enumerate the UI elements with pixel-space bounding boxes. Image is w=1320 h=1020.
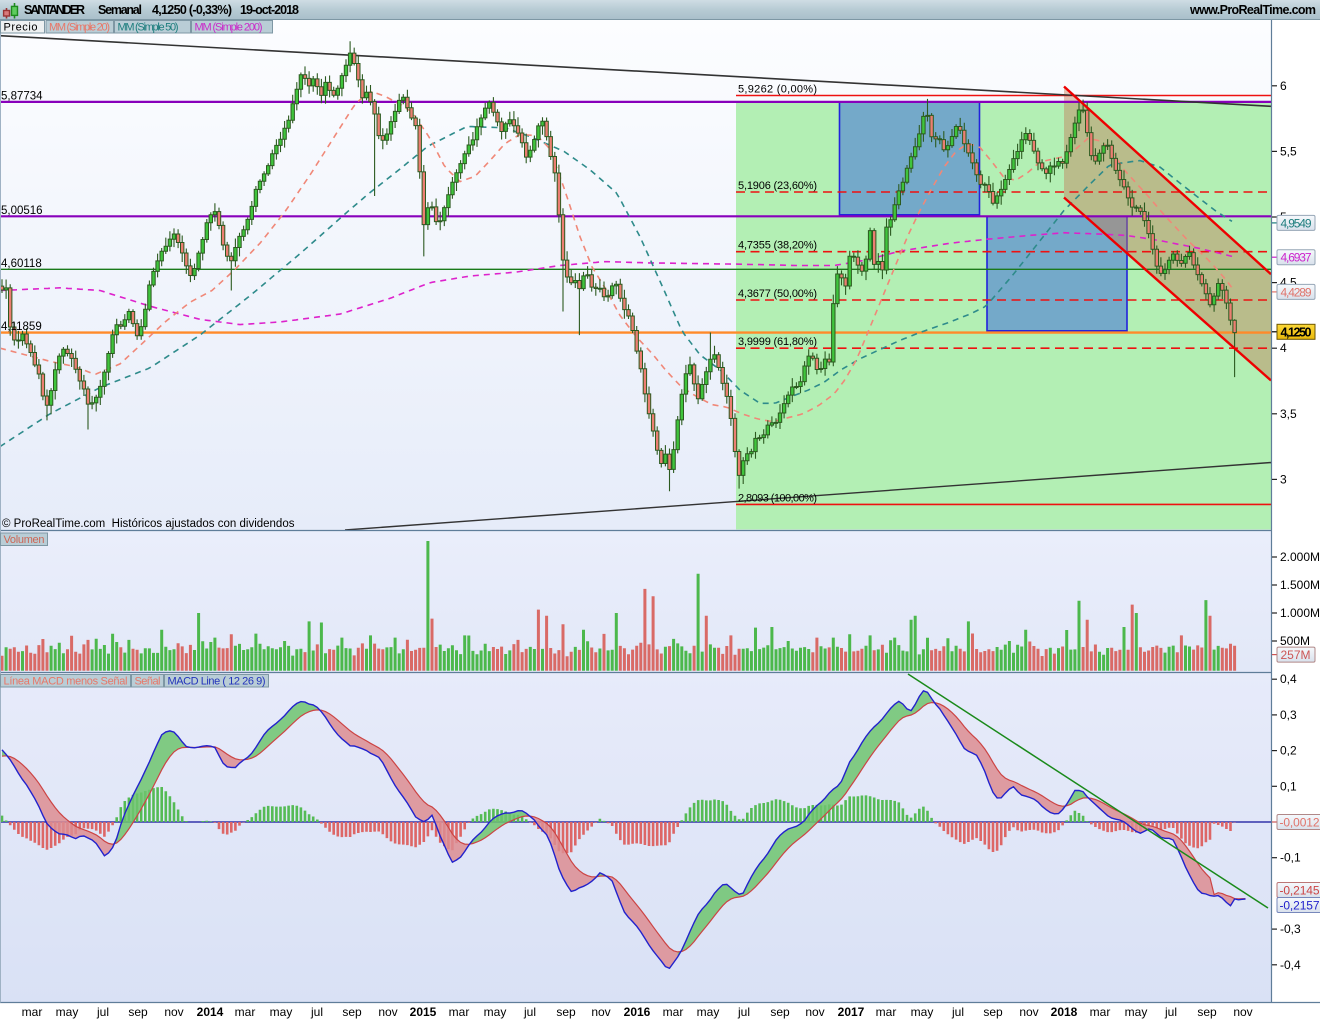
svg-text:jul: jul xyxy=(523,1005,536,1019)
svg-text:© ProRealTime.com Históricos: © ProRealTime.com Históricos ajustados c… xyxy=(2,518,295,530)
svg-text:4,60118: 4,60118 xyxy=(1,258,42,270)
svg-text:Línea MACD menos Señal: Línea MACD menos Señal xyxy=(4,676,128,688)
svg-text:2,8093 (100,00%): 2,8093 (100,00%) xyxy=(738,492,817,504)
svg-text:500M: 500M xyxy=(1280,634,1310,648)
svg-text:Precio: Precio xyxy=(4,22,38,34)
svg-text:mar: mar xyxy=(235,1005,256,1019)
svg-text:5,5: 5,5 xyxy=(1280,144,1297,158)
svg-text:-0,2145: -0,2145 xyxy=(1280,884,1320,898)
svg-text:SANTANDER: SANTANDER xyxy=(24,3,85,17)
svg-text:1.500M: 1.500M xyxy=(1280,578,1320,592)
svg-text:sep: sep xyxy=(342,1005,362,1019)
svg-text:257M: 257M xyxy=(1281,648,1311,662)
svg-text:may: may xyxy=(484,1005,507,1019)
svg-text:4,9549: 4,9549 xyxy=(1281,216,1312,230)
svg-text:mar: mar xyxy=(449,1005,470,1019)
svg-text:-0,1: -0,1 xyxy=(1280,851,1301,865)
svg-text:2018: 2018 xyxy=(1051,1005,1078,1019)
svg-text:sep: sep xyxy=(128,1005,148,1019)
svg-text:mar: mar xyxy=(876,1005,897,1019)
svg-text:MM (Simple 20): MM (Simple 20) xyxy=(49,22,110,34)
svg-text:nov: nov xyxy=(1019,1005,1038,1019)
svg-text:nov: nov xyxy=(1233,1005,1252,1019)
svg-text:0,3: 0,3 xyxy=(1280,708,1297,722)
svg-text:2.000M: 2.000M xyxy=(1280,550,1320,564)
svg-text:5,9262 (0,00%): 5,9262 (0,00%) xyxy=(738,84,817,96)
svg-text:4,3677 (50,00%): 4,3677 (50,00%) xyxy=(738,288,817,300)
svg-text:-0,4: -0,4 xyxy=(1280,958,1301,972)
svg-text:4,6937: 4,6937 xyxy=(1281,251,1312,265)
svg-text:3,5: 3,5 xyxy=(1280,407,1297,421)
svg-text:mar: mar xyxy=(1090,1005,1111,1019)
svg-text:2015: 2015 xyxy=(410,1005,437,1019)
svg-text:0,2: 0,2 xyxy=(1280,744,1297,758)
svg-text:Señal: Señal xyxy=(135,676,161,688)
svg-text:sep: sep xyxy=(983,1005,1003,1019)
svg-text:6: 6 xyxy=(1280,79,1287,93)
svg-text:MM (Simple 50): MM (Simple 50) xyxy=(118,22,179,34)
svg-text:jul: jul xyxy=(310,1005,323,1019)
svg-text:nov: nov xyxy=(164,1005,183,1019)
svg-text:-0,0012: -0,0012 xyxy=(1280,816,1320,830)
svg-text:0,1: 0,1 xyxy=(1280,779,1297,793)
svg-text:jul: jul xyxy=(951,1005,964,1019)
svg-text:nov: nov xyxy=(378,1005,397,1019)
svg-text:2016: 2016 xyxy=(624,1005,651,1019)
svg-text:2017: 2017 xyxy=(838,1005,865,1019)
svg-text:sep: sep xyxy=(770,1005,790,1019)
svg-text:MACD Line ( 12 26 9): MACD Line ( 12 26 9) xyxy=(168,676,266,688)
svg-text:mar: mar xyxy=(663,1005,684,1019)
svg-text:5,00516: 5,00516 xyxy=(1,205,43,217)
svg-text:www.ProRealTime.com: www.ProRealTime.com xyxy=(1189,3,1316,17)
svg-text:sep: sep xyxy=(556,1005,576,1019)
svg-text:4,4289: 4,4289 xyxy=(1281,285,1312,299)
svg-text:-0,2157: -0,2157 xyxy=(1280,899,1320,913)
svg-text:mar: mar xyxy=(22,1005,43,1019)
svg-text:2014: 2014 xyxy=(197,1005,224,1019)
svg-text:nov: nov xyxy=(805,1005,824,1019)
svg-text:may: may xyxy=(270,1005,293,1019)
svg-text:may: may xyxy=(911,1005,934,1019)
svg-text:jul: jul xyxy=(1164,1005,1177,1019)
svg-text:0,4: 0,4 xyxy=(1280,672,1297,686)
svg-text:4: 4 xyxy=(1280,341,1287,355)
svg-text:-0,3: -0,3 xyxy=(1280,922,1301,936)
svg-text:nov: nov xyxy=(591,1005,610,1019)
svg-text:Volumen: Volumen xyxy=(4,534,45,546)
svg-text:sep: sep xyxy=(1197,1005,1217,1019)
svg-text:5,1906 (23,60%): 5,1906 (23,60%) xyxy=(738,180,817,192)
svg-text:may: may xyxy=(56,1005,79,1019)
svg-text:4,1250 (-0,33%): 4,1250 (-0,33%) xyxy=(152,3,232,17)
svg-text:19-oct-2018: 19-oct-2018 xyxy=(240,3,299,17)
svg-text:4,11859: 4,11859 xyxy=(1,321,42,333)
svg-text:3,9999 (61,80%): 3,9999 (61,80%) xyxy=(738,336,817,348)
svg-text:may: may xyxy=(697,1005,720,1019)
svg-text:3: 3 xyxy=(1280,472,1287,486)
svg-text:MM (Simple 200): MM (Simple 200) xyxy=(195,22,263,34)
svg-text:jul: jul xyxy=(737,1005,750,1019)
svg-text:1.000M: 1.000M xyxy=(1280,606,1320,620)
svg-text:4,1250: 4,1250 xyxy=(1281,325,1312,339)
svg-text:Semanal: Semanal xyxy=(98,3,142,17)
svg-text:5,87734: 5,87734 xyxy=(1,90,43,102)
svg-text:4,7355 (38,20%): 4,7355 (38,20%) xyxy=(738,240,817,252)
svg-text:jul: jul xyxy=(96,1005,109,1019)
svg-text:may: may xyxy=(1125,1005,1148,1019)
